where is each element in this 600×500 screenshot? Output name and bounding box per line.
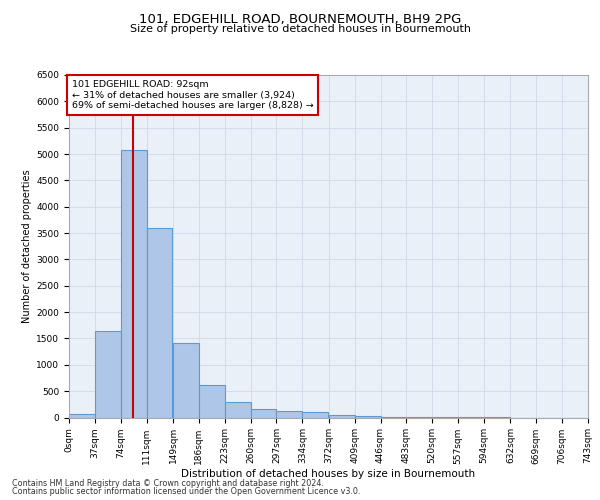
Bar [277,410,302,418]
Bar [329,415,355,418]
Bar [146,228,172,418]
Bar [69,414,95,418]
Bar [302,412,328,418]
Text: Contains public sector information licensed under the Open Government Licence v3: Contains public sector information licen… [12,487,361,496]
Text: 101, EDGEHILL ROAD, BOURNEMOUTH, BH9 2PG: 101, EDGEHILL ROAD, BOURNEMOUTH, BH9 2PG [139,12,461,26]
Y-axis label: Number of detached properties: Number of detached properties [22,170,32,323]
Bar [199,386,225,418]
Bar [173,343,199,417]
Text: 101 EDGEHILL ROAD: 92sqm
← 31% of detached houses are smaller (3,924)
69% of sem: 101 EDGEHILL ROAD: 92sqm ← 31% of detach… [71,80,313,110]
X-axis label: Distribution of detached houses by size in Bournemouth: Distribution of detached houses by size … [181,469,476,479]
Bar [355,416,380,418]
Bar [95,331,121,418]
Bar [121,150,146,418]
Text: Contains HM Land Registry data © Crown copyright and database right 2024.: Contains HM Land Registry data © Crown c… [12,478,324,488]
Bar [225,402,251,417]
Bar [251,409,277,418]
Text: Size of property relative to detached houses in Bournemouth: Size of property relative to detached ho… [130,24,470,34]
Bar [380,417,406,418]
